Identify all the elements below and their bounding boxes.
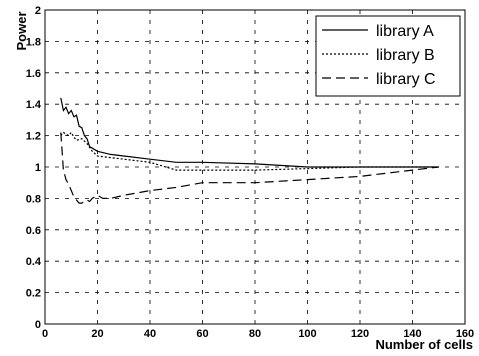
- series-lines: [60, 97, 439, 204]
- x-axis-label: Number of cells: [375, 337, 473, 352]
- x-tick-label: 80: [249, 328, 261, 340]
- legend: library A library B library C: [315, 15, 461, 97]
- legend-label-3: library C: [376, 71, 436, 88]
- y-tick-label: 1.6: [26, 68, 41, 80]
- y-tick-label: 0.2: [26, 288, 41, 300]
- tick-labels: 0 20 40 60 80 100 120 140 160 0 0.2 0.4 0.6 0.8 1 1.2 1.…: [26, 5, 474, 340]
- legend-label-1: library A: [376, 23, 434, 40]
- y-tick-label: 0: [35, 319, 41, 331]
- legend-label-2: library B: [376, 47, 435, 64]
- series-line-3: [60, 132, 439, 204]
- x-tick-label: 100: [298, 328, 316, 340]
- y-tick-label: 0.8: [26, 193, 41, 205]
- y-tick-label: 0.4: [26, 256, 42, 268]
- series-line-1: [60, 97, 439, 168]
- legend-box: [315, 15, 461, 97]
- y-axis-label: Power: [14, 11, 29, 50]
- y-tick-label: 2: [35, 5, 41, 17]
- series-line-2: [60, 131, 439, 171]
- y-tick-label: 0.6: [26, 225, 41, 237]
- y-tick-label: 1.2: [26, 131, 41, 143]
- plot-frame: [44, 9, 466, 325]
- y-tick-label: 1.8: [26, 36, 41, 48]
- x-tick-label: 0: [42, 328, 48, 340]
- y-tick-label: 1.4: [26, 99, 42, 111]
- x-tick-label: 20: [91, 328, 103, 340]
- x-tick-label: 160: [456, 328, 474, 340]
- x-tick-label: 60: [196, 328, 208, 340]
- x-tick-label: 120: [351, 328, 369, 340]
- x-tick-label: 40: [144, 328, 156, 340]
- y-tick-label: 1: [35, 162, 41, 174]
- x-tick-label: 140: [403, 328, 421, 340]
